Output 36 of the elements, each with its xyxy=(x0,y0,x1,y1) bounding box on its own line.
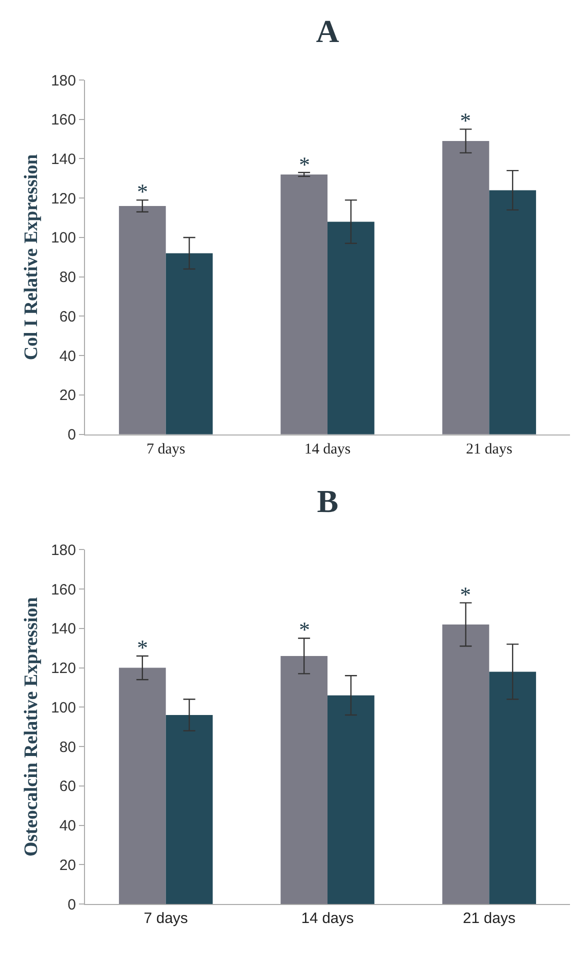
y-tick-label: 140 xyxy=(50,150,76,168)
y-tick-label: 160 xyxy=(50,581,76,598)
y-tick-label: 80 xyxy=(59,738,76,756)
x-tick-label: 14 days xyxy=(304,441,351,458)
y-tick-label: 120 xyxy=(50,660,76,678)
y-tick-label: 0 xyxy=(68,896,76,914)
y-tick-label: 0 xyxy=(68,426,76,444)
y-tick-label: 20 xyxy=(59,387,76,404)
y-tick-label: 40 xyxy=(59,348,76,365)
x-tick-label: 7 days xyxy=(144,910,188,927)
y-tick-label: 60 xyxy=(59,778,76,796)
x-tick-label: 21 days xyxy=(466,441,512,458)
y-tick-label: 60 xyxy=(59,308,76,326)
y-tick-label: 100 xyxy=(50,230,76,247)
x-tick-label: 7 days xyxy=(146,441,186,458)
y-tick-label: 180 xyxy=(50,72,76,90)
y-tick-label: 20 xyxy=(59,856,76,874)
annotation: * xyxy=(137,179,148,204)
y-tick-label: 80 xyxy=(59,269,76,286)
y-axis-title: Col I Relative Expression xyxy=(20,154,42,360)
y-tick-label: 180 xyxy=(50,542,76,559)
annotation: * xyxy=(137,635,148,660)
chart-title: A xyxy=(316,13,340,49)
x-tick-label: 21 days xyxy=(462,910,516,927)
annotation: * xyxy=(460,582,471,607)
y-tick-label: 100 xyxy=(50,699,76,716)
x-tick-label: 14 days xyxy=(301,910,354,927)
y-axis-title: Osteocalcin Relative Expression xyxy=(20,596,42,856)
y-tick-label: 120 xyxy=(50,190,76,208)
annotation: * xyxy=(299,152,310,177)
y-tick-label: 140 xyxy=(50,620,76,638)
annotation: * xyxy=(460,108,471,133)
chart-title: B xyxy=(317,483,338,519)
annotation: * xyxy=(299,617,310,642)
y-tick-label: 160 xyxy=(50,112,76,129)
y-tick-label: 40 xyxy=(59,818,76,835)
